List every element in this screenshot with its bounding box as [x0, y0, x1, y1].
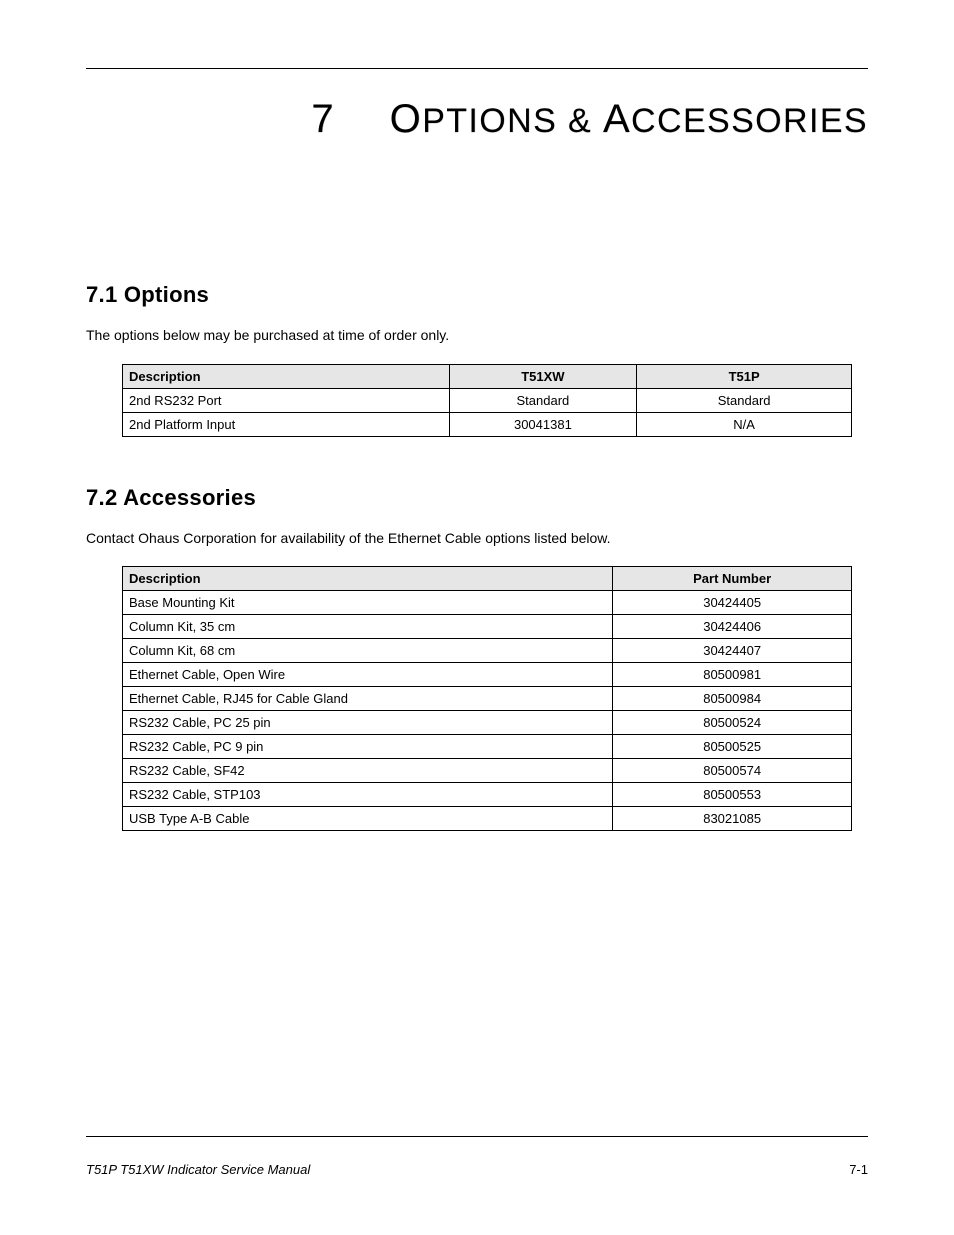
table-header-cell: T51XW	[449, 364, 637, 388]
table-cell: Column Kit, 35 cm	[123, 615, 613, 639]
chapter-title-rest1: PTIONS	[422, 102, 557, 140]
options-table: Description T51XW T51P 2nd RS232 Port St…	[122, 364, 852, 437]
table-cell: 30424407	[613, 639, 852, 663]
table-cell: RS232 Cable, STP103	[123, 783, 613, 807]
accessories-table: Description Part Number Base Mounting Ki…	[122, 566, 852, 831]
table-cell: 80500524	[613, 711, 852, 735]
table-header-cell: T51P	[637, 364, 852, 388]
table-cell: 80500574	[613, 759, 852, 783]
table-cell: 30424406	[613, 615, 852, 639]
table-cell: Column Kit, 68 cm	[123, 639, 613, 663]
table-header-cell: Description	[123, 567, 613, 591]
table-cell: 30041381	[449, 412, 637, 436]
table-header-row: Description Part Number	[123, 567, 852, 591]
table-row: Ethernet Cable, RJ45 for Cable Gland 805…	[123, 687, 852, 711]
table-cell: 80500984	[613, 687, 852, 711]
table-cell: 2nd RS232 Port	[123, 388, 450, 412]
table-cell: Standard	[449, 388, 637, 412]
table-header-row: Description T51XW T51P	[123, 364, 852, 388]
table-cell: 80500553	[613, 783, 852, 807]
table-cell: Ethernet Cable, RJ45 for Cable Gland	[123, 687, 613, 711]
table-row: USB Type A-B Cable 83021085	[123, 807, 852, 831]
chapter-title-cap1: O	[390, 97, 423, 141]
table-header-cell: Description	[123, 364, 450, 388]
chapter-title-amp: &	[557, 102, 603, 140]
table-cell: USB Type A-B Cable	[123, 807, 613, 831]
chapter-title-cap2: A	[603, 97, 631, 141]
table-cell: RS232 Cable, PC 25 pin	[123, 711, 613, 735]
table-row: 2nd Platform Input 30041381 N/A	[123, 412, 852, 436]
table-row: RS232 Cable, SF42 80500574	[123, 759, 852, 783]
table-header-cell: Part Number	[613, 567, 852, 591]
chapter-header: 7 OPTIONS & ACCESSORIES	[86, 97, 868, 142]
table-cell: RS232 Cable, SF42	[123, 759, 613, 783]
section-intro-accessories: Contact Ohaus Corporation for availabili…	[86, 529, 868, 549]
table-cell: 2nd Platform Input	[123, 412, 450, 436]
chapter-title-rest2: CCESSORIES	[631, 102, 868, 140]
table-row: 2nd RS232 Port Standard Standard	[123, 388, 852, 412]
table-row: RS232 Cable, PC 25 pin 80500524	[123, 711, 852, 735]
table-cell: 80500525	[613, 735, 852, 759]
table-cell: 30424405	[613, 591, 852, 615]
table-row: Column Kit, 35 cm 30424406	[123, 615, 852, 639]
page-footer: T51P T51XW Indicator Service Manual 7-1	[86, 1162, 868, 1177]
chapter-number: 7	[311, 97, 333, 142]
table-cell: Ethernet Cable, Open Wire	[123, 663, 613, 687]
table-row: Base Mounting Kit 30424405	[123, 591, 852, 615]
footer-page-number: 7-1	[849, 1162, 868, 1177]
table-cell: 80500981	[613, 663, 852, 687]
section-heading-accessories: 7.2 Accessories	[86, 485, 868, 511]
bottom-rule	[86, 1136, 868, 1137]
table-cell: RS232 Cable, PC 9 pin	[123, 735, 613, 759]
table-cell: 83021085	[613, 807, 852, 831]
section-intro-options: The options below may be purchased at ti…	[86, 326, 868, 346]
table-row: RS232 Cable, STP103 80500553	[123, 783, 852, 807]
table-cell: Standard	[637, 388, 852, 412]
table-row: Column Kit, 68 cm 30424407	[123, 639, 852, 663]
table-row: RS232 Cable, PC 9 pin 80500525	[123, 735, 852, 759]
table-row: Ethernet Cable, Open Wire 80500981	[123, 663, 852, 687]
chapter-title: OPTIONS & ACCESSORIES	[390, 97, 868, 142]
top-rule	[86, 68, 868, 69]
section-heading-options: 7.1 Options	[86, 282, 868, 308]
table-cell: N/A	[637, 412, 852, 436]
footer-doc-title: T51P T51XW Indicator Service Manual	[86, 1162, 310, 1177]
table-cell: Base Mounting Kit	[123, 591, 613, 615]
